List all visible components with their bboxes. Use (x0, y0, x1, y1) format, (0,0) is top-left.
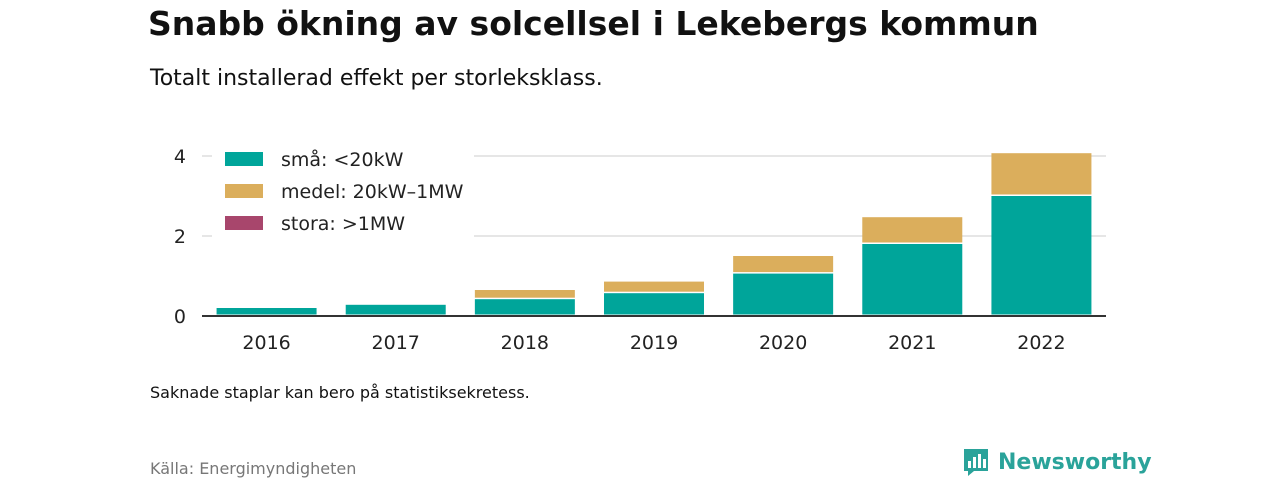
bar-segment (345, 304, 446, 315)
axes: 0 2 4 2016 2017 2018 2019 2020 2021 2022 (174, 146, 1106, 354)
legend-swatch (225, 152, 263, 166)
y-tick-label: 2 (174, 226, 186, 248)
x-tick-label: 2018 (501, 332, 549, 354)
x-tick-label: 2020 (759, 332, 807, 354)
y-tick-label: 0 (174, 306, 186, 328)
x-tick-label: 2019 (630, 332, 678, 354)
bar-segment (216, 308, 317, 315)
brand-logo: Newsworthy (962, 447, 1152, 477)
chart-subtitle: Totalt installerad effekt per storlekskl… (150, 66, 603, 91)
x-tick-label: 2021 (888, 332, 936, 354)
legend-label: små: <20kW (281, 148, 404, 171)
bar-segment (604, 293, 704, 315)
bar-segment (733, 273, 834, 315)
chart-note: Saknade staplar kan bero på statistiksek… (150, 383, 530, 402)
chart-title: Snabb ökning av solcellsel i Lekebergs k… (148, 4, 1039, 43)
bars (216, 153, 1092, 315)
brand-name: Newsworthy (998, 449, 1152, 475)
legend-swatch (225, 216, 263, 230)
y-tick-label: 4 (174, 146, 186, 168)
bar-segment (862, 244, 963, 315)
bar-segment (474, 290, 575, 298)
bar-segment (991, 196, 1092, 315)
bar-segment (604, 281, 704, 292)
bar-segment (862, 217, 963, 243)
x-tick-label: 2017 (372, 332, 420, 354)
bar-segment (991, 153, 1092, 195)
x-tick-label: 2022 (1017, 332, 1065, 354)
bar-segment (474, 299, 575, 315)
legend-label: stora: >1MW (281, 213, 405, 235)
legend-swatch (225, 184, 263, 198)
bar-chart-logo-icon (964, 449, 988, 476)
bar-segment (733, 256, 834, 273)
legend-label: medel: 20kW–1MW (281, 181, 464, 203)
legend: små: <20kW medel: 20kW–1MW stora: >1MW (212, 142, 474, 238)
x-tick-label: 2016 (242, 332, 290, 354)
source-text: Källa: Energimyndigheten (150, 459, 357, 478)
stacked-bar-chart: 0 2 4 2016 2017 2018 2019 2020 2021 2022 små: <20… (173, 142, 1106, 354)
